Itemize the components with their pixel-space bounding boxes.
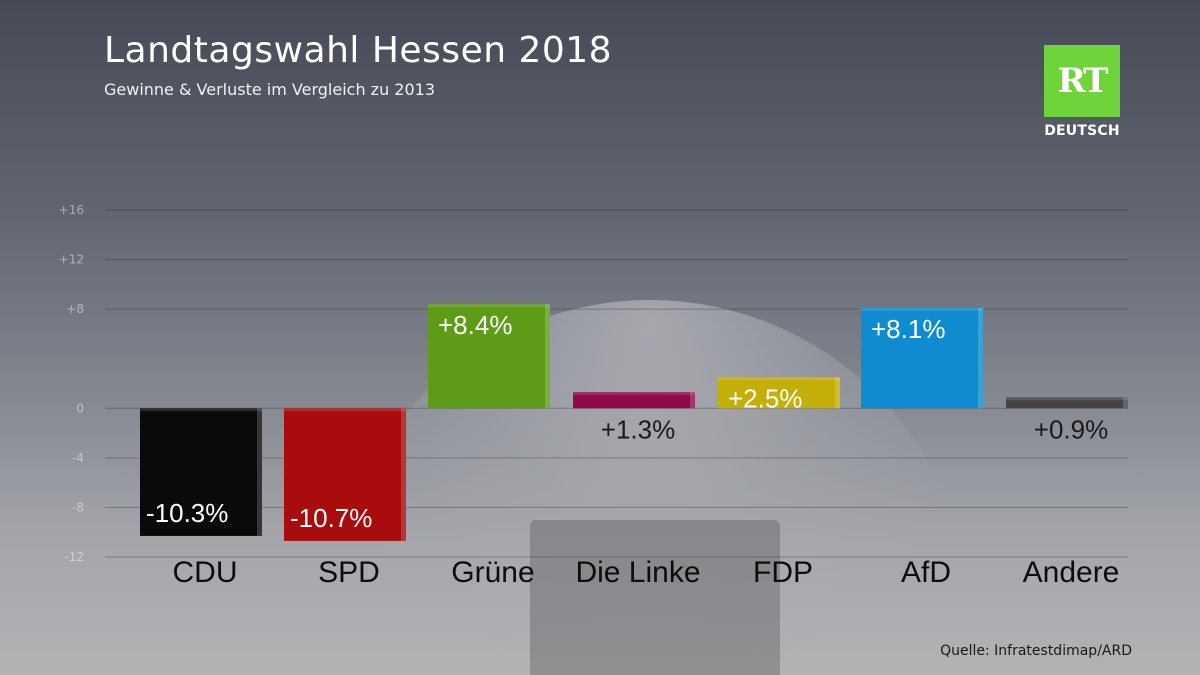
- bar: [1006, 397, 1128, 409]
- category-label: Grüne: [451, 556, 534, 589]
- chart-subtitle: Gewinne & Verluste im Vergleich zu 2013: [104, 80, 436, 99]
- y-tick-label: -12: [64, 550, 84, 564]
- data-label: +8.1%: [871, 314, 945, 344]
- bar-top-edge: [718, 377, 840, 381]
- bar-top-edge: [284, 408, 406, 412]
- rt-logo-label: DEUTSCH: [1044, 123, 1120, 139]
- bar-edge: [545, 304, 550, 409]
- bar-edge: [978, 307, 983, 409]
- bar: [284, 408, 406, 541]
- bar: [428, 304, 550, 409]
- bar-edge: [835, 377, 840, 409]
- background-window: [530, 520, 780, 675]
- y-tick-label: -4: [72, 451, 84, 465]
- category-label: FDP: [753, 556, 813, 589]
- bar-edge: [1123, 397, 1128, 409]
- data-label: +8.4%: [438, 310, 512, 340]
- data-label: -10.3%: [146, 498, 228, 528]
- rt-logo: RT DEUTSCH: [1044, 45, 1120, 139]
- category-label: Die Linke: [575, 556, 700, 589]
- y-tick-label: -8: [72, 500, 84, 514]
- y-tick-label: 0: [76, 401, 84, 415]
- bar-top-edge: [861, 307, 983, 311]
- category-label: SPD: [318, 556, 380, 589]
- bar-top-edge: [140, 408, 262, 412]
- y-tick-label: +12: [59, 253, 84, 267]
- bar-top-edge: [1006, 397, 1128, 401]
- category-label: AfD: [901, 556, 951, 589]
- y-tick-label: +8: [66, 302, 84, 316]
- chart-title: Landtagswahl Hessen 2018: [104, 30, 613, 71]
- data-label: +0.9%: [1034, 414, 1108, 444]
- bar-top-edge: [573, 392, 695, 396]
- data-label: +1.3%: [601, 414, 675, 444]
- bar: [573, 392, 695, 409]
- bar-edge: [257, 408, 262, 536]
- y-tick-label: +16: [59, 203, 84, 217]
- bar: [718, 377, 840, 409]
- category-label: Andere: [1023, 556, 1120, 589]
- rt-logo-mark: RT: [1057, 61, 1109, 101]
- rt-logo-box: RT: [1044, 45, 1120, 117]
- bar: [861, 307, 983, 409]
- source-note: Quelle: Infratestdimap/ARD: [940, 643, 1132, 659]
- bar-top-edge: [428, 304, 550, 308]
- bar: [140, 408, 262, 536]
- category-label: CDU: [173, 556, 238, 589]
- bar-edge: [690, 392, 695, 409]
- data-label: -10.7%: [290, 503, 372, 533]
- bar-edge: [401, 408, 406, 541]
- data-label: +2.5%: [728, 383, 802, 413]
